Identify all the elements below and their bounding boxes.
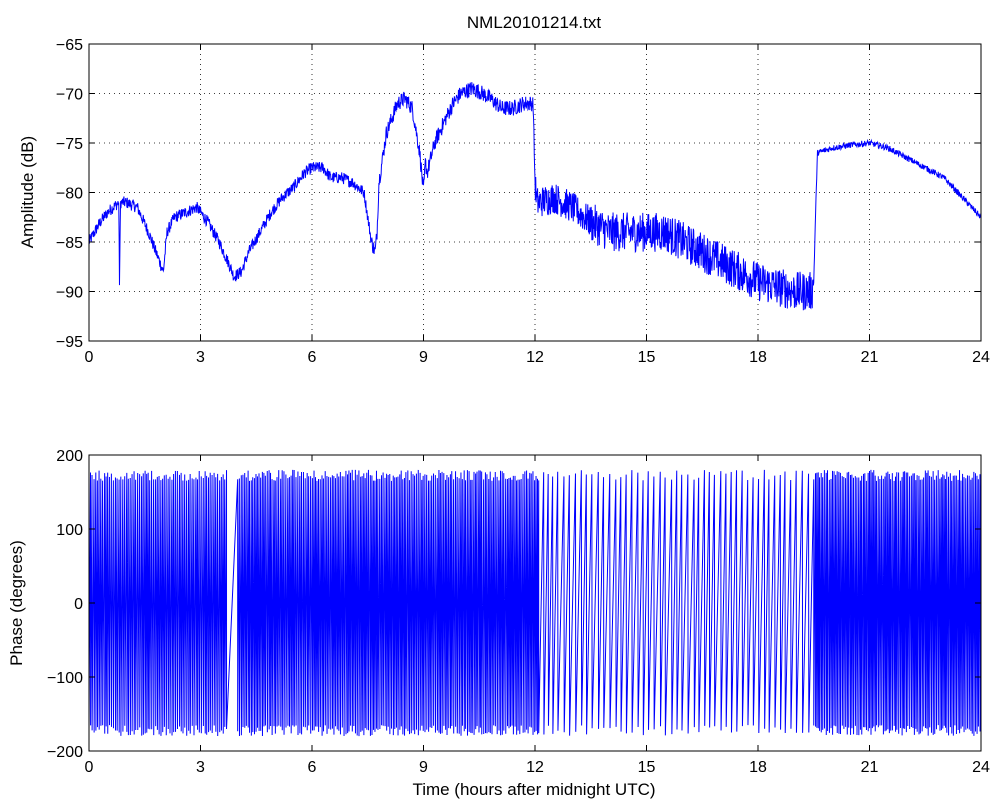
phase-y-tick-label: 100 <box>56 522 83 539</box>
amplitude-x-tick-label: 24 <box>972 349 990 366</box>
amplitude-series <box>88 82 982 311</box>
amplitude-y-axis-label: Amplitude (dB) <box>18 136 37 248</box>
amplitude-y-tick-label: −70 <box>56 87 83 104</box>
phase-x-tick-label: 3 <box>196 759 205 776</box>
phase-x-tick-label: 12 <box>526 759 544 776</box>
phase-y-tick-label: 0 <box>74 596 83 613</box>
chart-title: NML20101214.txt <box>467 13 601 32</box>
phase-series <box>88 469 982 737</box>
amplitude-y-tick-label: −65 <box>56 37 83 54</box>
phase-y-axis-label: Phase (degrees) <box>7 540 26 666</box>
amplitude-y-tick-label: −75 <box>56 136 83 153</box>
phase-x-tick-label: 18 <box>749 759 767 776</box>
amplitude-y-tick-label: −85 <box>56 235 83 252</box>
amplitude-x-tick-label: 6 <box>308 349 317 366</box>
phase-x-axis-label: Time (hours after midnight UTC) <box>412 780 655 799</box>
phase-x-tick-label: 21 <box>861 759 879 776</box>
amplitude-y-tick-label: −90 <box>56 285 83 302</box>
phase-y-tick-label: 200 <box>56 448 83 465</box>
amplitude-x-tick-label: 18 <box>749 349 767 366</box>
amplitude-y-tick-label: −80 <box>56 186 83 203</box>
phase-x-tick-label: 0 <box>85 759 94 776</box>
phase-y-tick-label: −100 <box>47 670 83 687</box>
phase-x-tick-label: 6 <box>308 759 317 776</box>
phase-y-tick-label: −200 <box>47 744 83 761</box>
amplitude-x-tick-label: 21 <box>861 349 879 366</box>
amplitude-line <box>88 82 982 311</box>
phase-axes: 0 3 6 9 12 15 18 21 24 −200 −100 0 100 200 Phase (deg… <box>7 448 990 799</box>
phase-x-tick-label: 24 <box>972 759 990 776</box>
amplitude-axes: 0 3 6 9 12 15 18 21 24 −95 −90 −85 −80 −75 −70 −65 Ampl… <box>18 37 990 366</box>
phase-line <box>88 469 982 737</box>
phase-ticks: 0 3 6 9 12 15 18 21 24 −200 −100 0 100 200 <box>47 448 990 776</box>
amplitude-x-tick-label: 9 <box>419 349 428 366</box>
amplitude-x-tick-label: 12 <box>526 349 544 366</box>
amplitude-x-tick-label: 3 <box>196 349 205 366</box>
amplitude-ticks: 0 3 6 9 12 15 18 21 24 −95 −90 −85 −80 −75 −70 −65 <box>56 37 990 366</box>
amplitude-y-tick-label: −95 <box>56 334 83 351</box>
phase-x-tick-label: 15 <box>638 759 656 776</box>
phase-x-tick-label: 9 <box>419 759 428 776</box>
amplitude-x-tick-label: 0 <box>85 349 94 366</box>
amplitude-x-tick-label: 15 <box>638 349 656 366</box>
